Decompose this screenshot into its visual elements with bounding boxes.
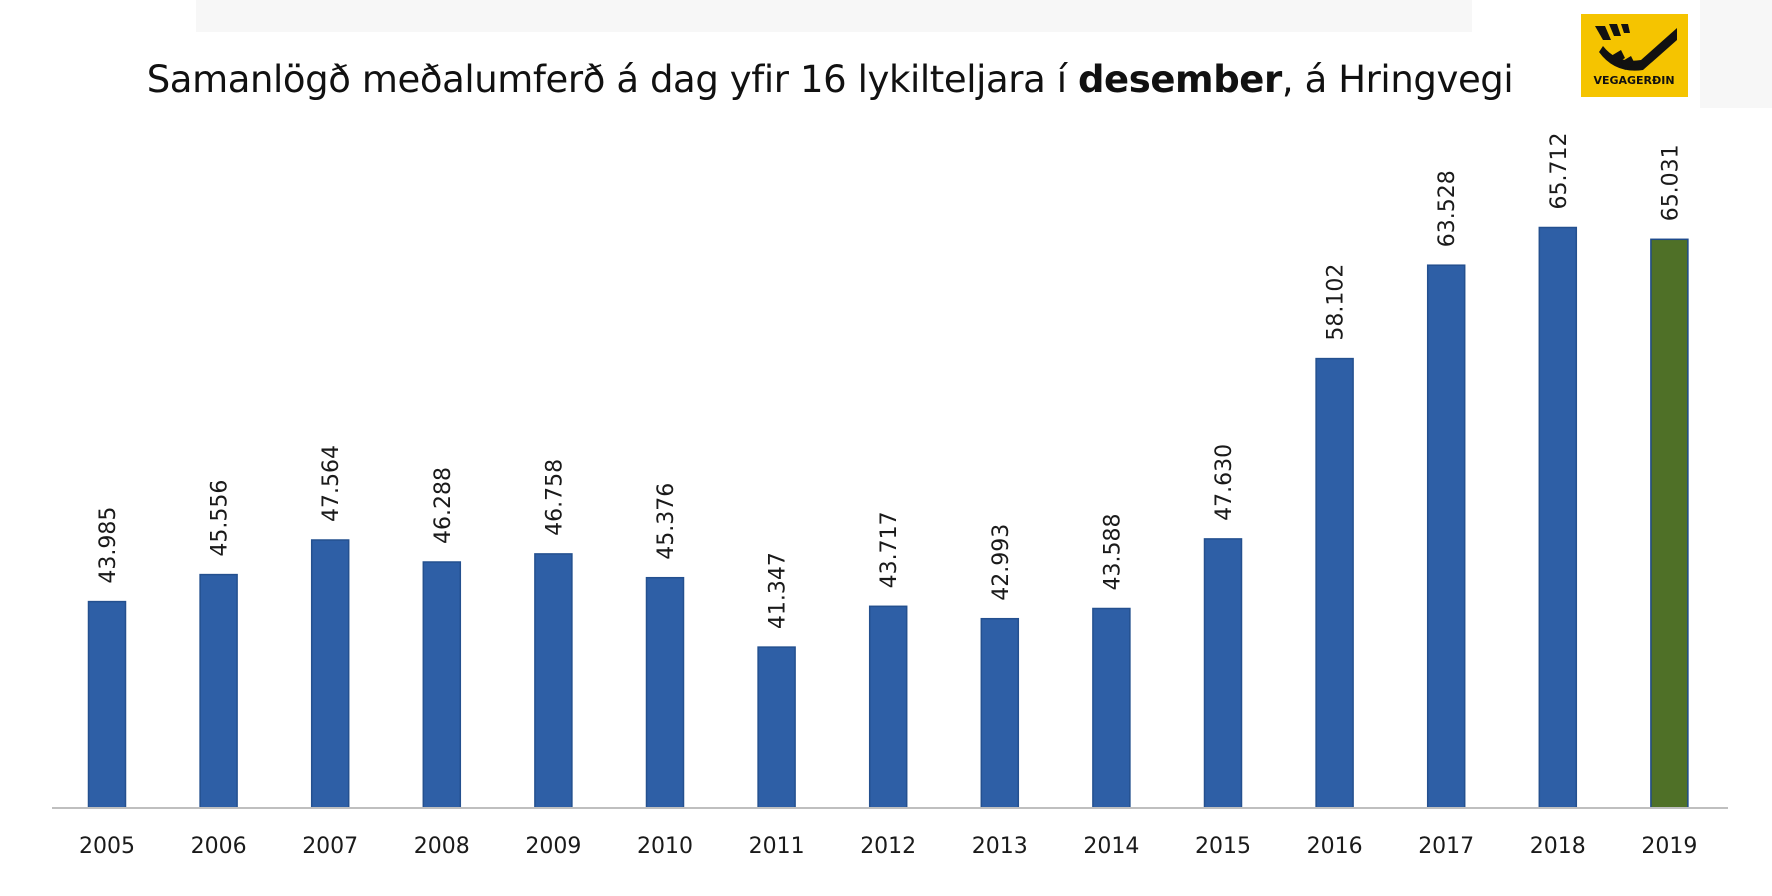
value-label-2019: 65.031	[1658, 144, 1683, 221]
value-label-2012: 43.717	[877, 511, 902, 588]
bar-2011	[757, 646, 796, 809]
x-tick-label-2016: 2016	[1307, 834, 1363, 859]
x-tick-label-2014: 2014	[1083, 834, 1139, 859]
bar-2013	[980, 617, 1020, 809]
bar-2008	[422, 561, 462, 809]
x-tick-label-2010: 2010	[637, 834, 693, 859]
x-tick-label-2007: 2007	[302, 834, 358, 859]
x-tick-label-2005: 2005	[79, 834, 135, 859]
value-label-2011: 41.347	[766, 552, 791, 629]
logo-text: VEGAGERÐIN	[1593, 74, 1674, 87]
value-labels-group: 43.985 45.556 47.564 46.288 46.758 45.376 41.3…	[96, 133, 1683, 630]
chart-title: Samanlögð meðalumferð á dag yfir 16 lyki…	[40, 58, 1620, 101]
value-label-2008: 46.288	[431, 467, 456, 544]
bar-2014	[1092, 607, 1131, 809]
x-tick-label-2017: 2017	[1418, 834, 1474, 859]
value-label-2016: 58.102	[1324, 264, 1349, 341]
value-label-2007: 47.564	[319, 445, 344, 522]
vegagerdin-logo: VEGAGERÐIN	[1581, 14, 1688, 97]
bar-2016	[1315, 357, 1354, 809]
bar-2006	[199, 573, 238, 809]
x-tick-label-2011: 2011	[749, 834, 805, 859]
chart-title-bold: desember	[1077, 58, 1282, 101]
value-label-2013: 42.993	[989, 524, 1014, 601]
x-tick-label-2008: 2008	[414, 834, 470, 859]
logo-mark-icon	[1595, 24, 1677, 71]
value-label-2014: 43.588	[1100, 514, 1125, 591]
value-label-2017: 63.528	[1435, 170, 1460, 247]
x-tick-label-2006: 2006	[191, 834, 247, 859]
bar-2005	[87, 600, 127, 809]
bar-2017	[1426, 264, 1466, 809]
bar-2007	[310, 539, 350, 809]
value-label-2009: 46.758	[542, 459, 567, 536]
value-label-2006: 45.556	[208, 480, 233, 557]
value-label-2010: 45.376	[654, 483, 679, 560]
x-tick-label-2012: 2012	[860, 834, 916, 859]
bar-2018	[1538, 226, 1578, 809]
header-band	[196, 0, 1472, 32]
x-tick-label-2018: 2018	[1530, 834, 1586, 859]
x-tick-label-2013: 2013	[972, 834, 1028, 859]
header-band-right	[1700, 0, 1772, 108]
x-tick-label-2019: 2019	[1641, 834, 1697, 859]
bars-group	[87, 226, 1689, 809]
x-tick-labels-group: 2005 2006 2007 2008 2009 2010 2011 2012 2013 2014…	[79, 834, 1697, 859]
value-label-2005: 43.985	[96, 507, 121, 584]
chart-title-part-1: Samanlögð meðalumferð á dag yfir 16 lyki…	[146, 58, 1078, 101]
bar-2019	[1650, 238, 1689, 809]
value-label-2018: 65.712	[1547, 133, 1572, 210]
value-label-2015: 47.630	[1212, 444, 1237, 521]
x-tick-label-2015: 2015	[1195, 834, 1251, 859]
x-tick-label-2009: 2009	[525, 834, 581, 859]
bar-2009	[534, 553, 573, 809]
bar-2015	[1203, 538, 1243, 809]
bar-2010	[645, 576, 685, 809]
chart-title-part-2: , á Hringvegi	[1281, 58, 1514, 101]
bar-2012	[868, 605, 908, 809]
